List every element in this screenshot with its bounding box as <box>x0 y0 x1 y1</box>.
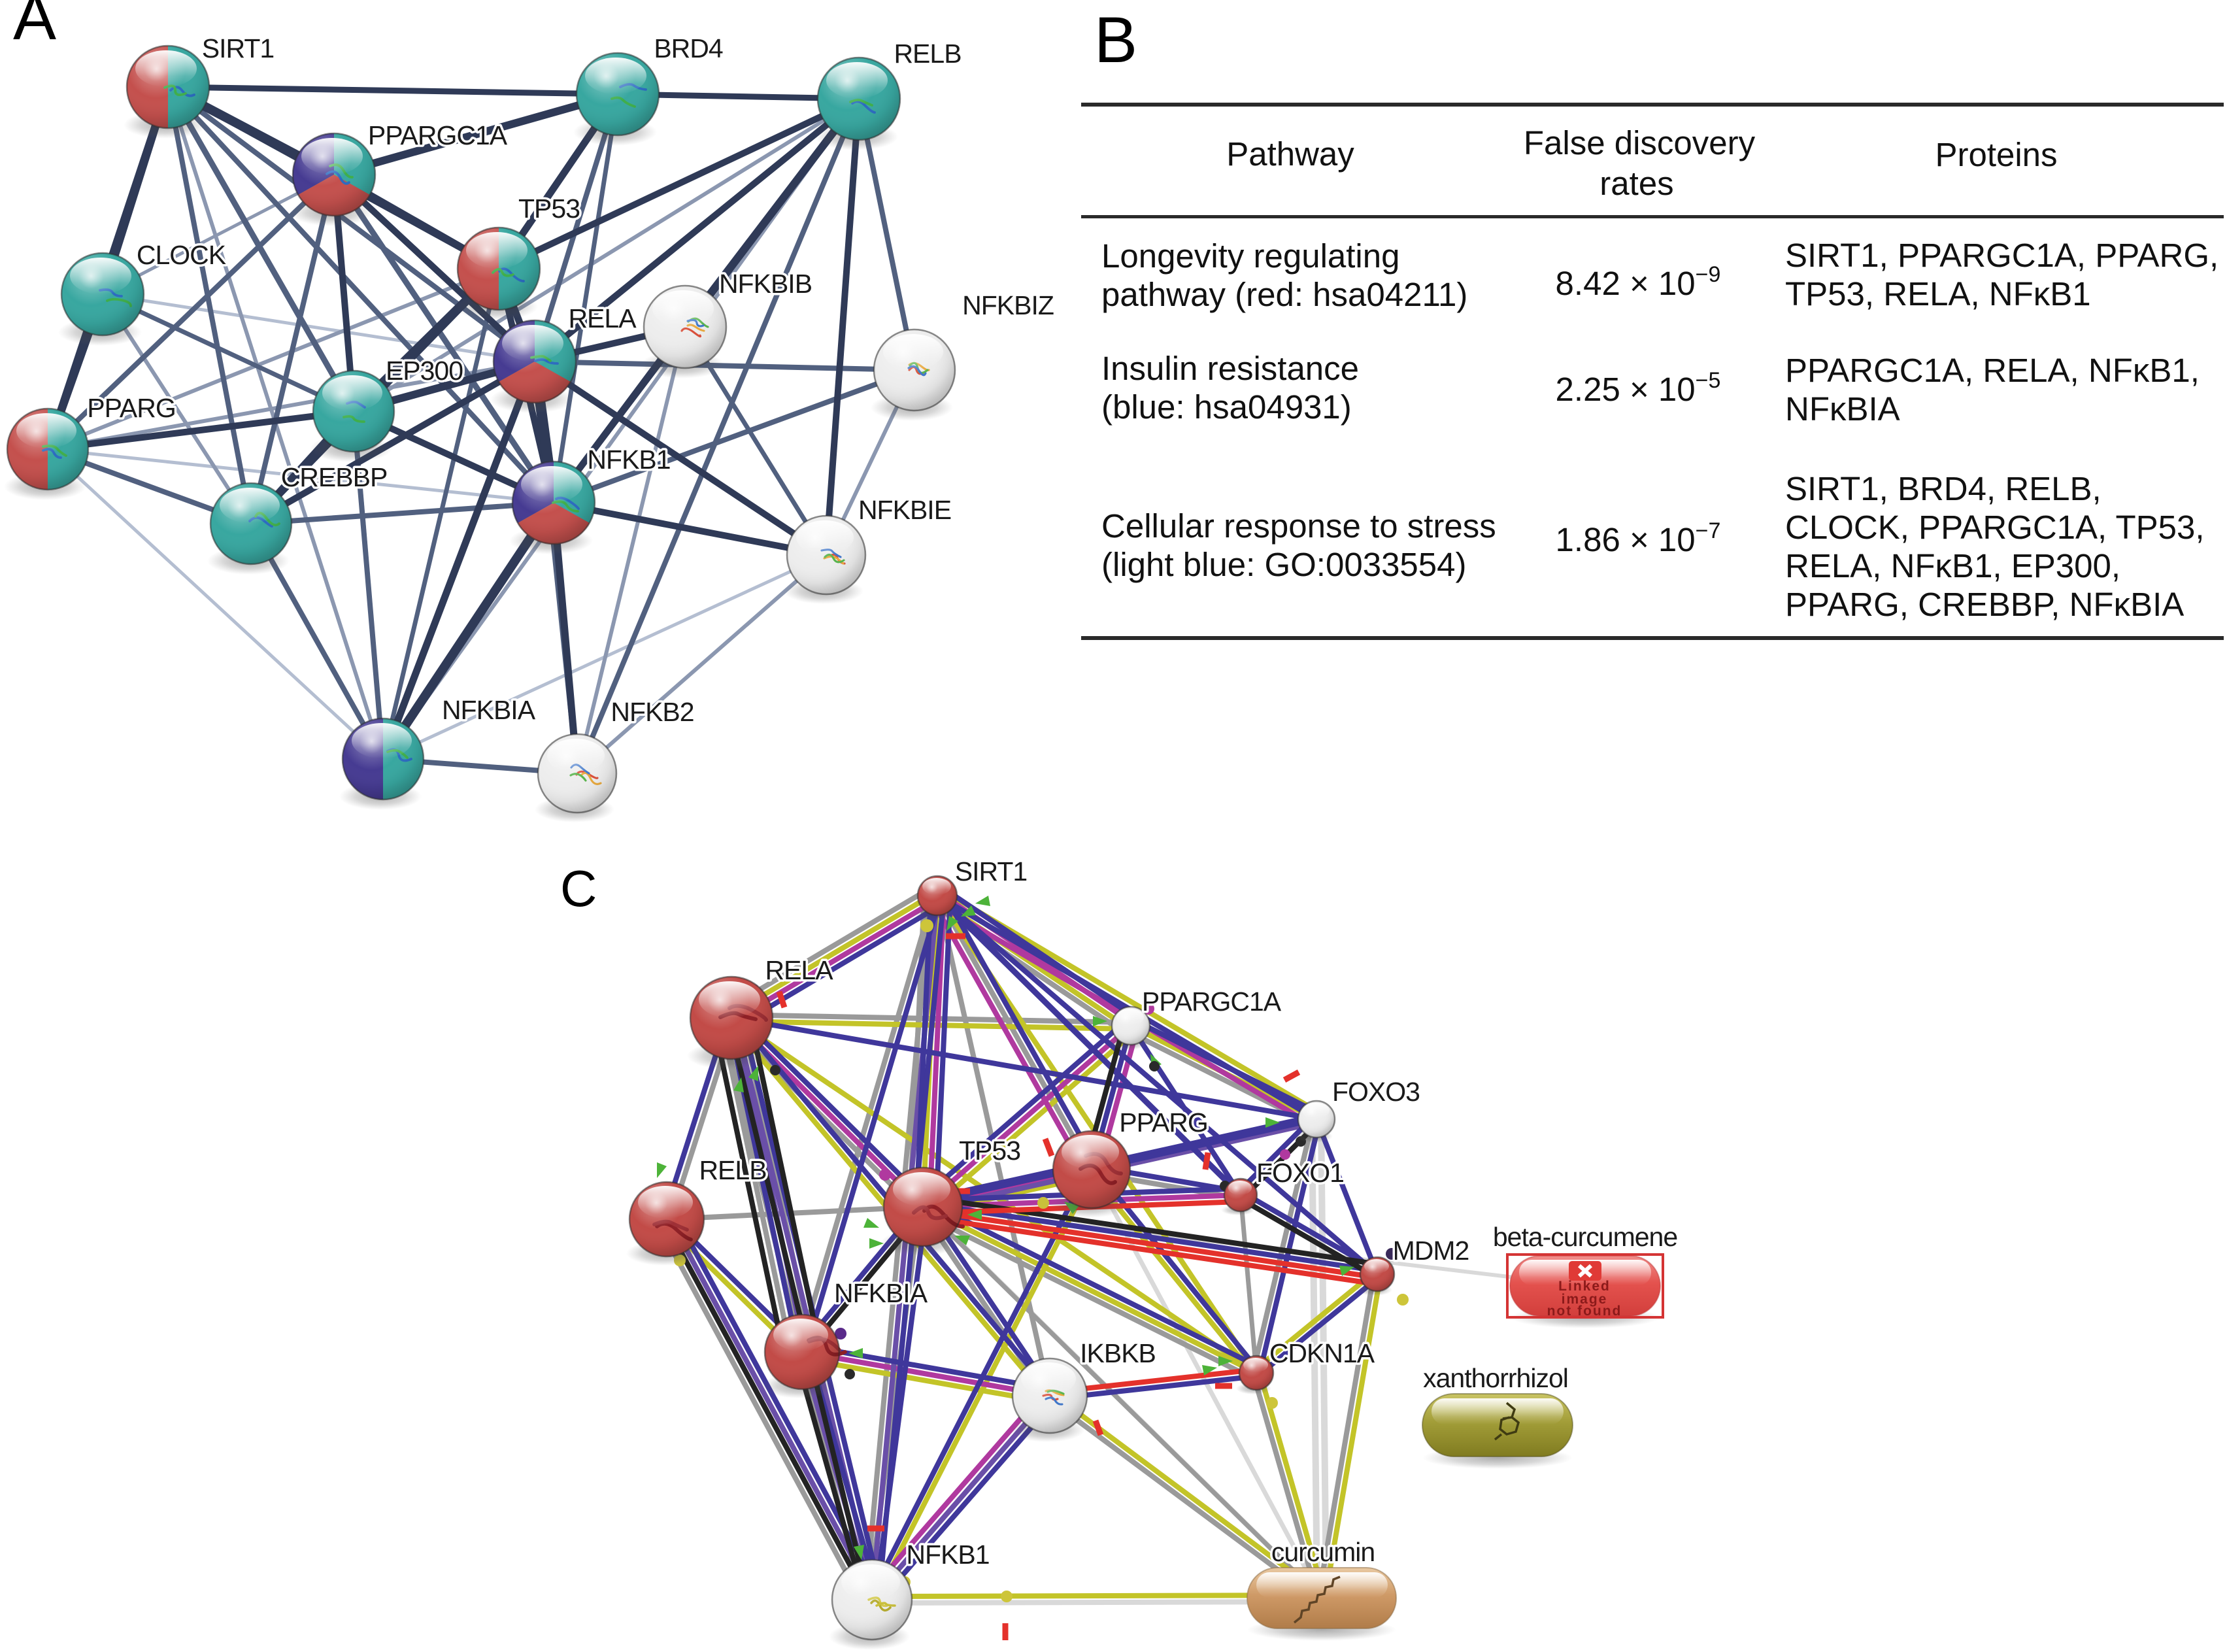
svg-text:BRD4: BRD4 <box>654 33 723 63</box>
svg-text:SIRT1: SIRT1 <box>955 856 1027 886</box>
svg-text:NFKB2: NFKB2 <box>611 697 694 727</box>
svg-text:RELB: RELB <box>699 1155 766 1185</box>
svg-text:SIRT1, BRD4, RELB,: SIRT1, BRD4, RELB, <box>1785 470 2101 507</box>
svg-text:NFκBIA: NFκBIA <box>1785 390 1900 428</box>
svg-text:A: A <box>13 0 56 53</box>
svg-text:RELA: RELA <box>568 303 637 333</box>
svg-text:PPARG: PPARG <box>1119 1107 1208 1138</box>
svg-text:2.25 × 10−5: 2.25 × 10−5 <box>1556 368 1721 408</box>
svg-text:NFKB1: NFKB1 <box>906 1540 989 1570</box>
svg-text:Cellular response to stress: Cellular response to stress <box>1101 507 1496 545</box>
svg-text:TP53, RELA, NFκB1: TP53, RELA, NFκB1 <box>1785 275 2091 312</box>
svg-text:(light blue: GO:0033554): (light blue: GO:0033554) <box>1101 546 1467 583</box>
svg-text:IKBKB: IKBKB <box>1080 1338 1156 1368</box>
svg-text:(blue: hsa04931): (blue: hsa04931) <box>1101 388 1352 426</box>
svg-text:image: image <box>1562 1292 1608 1307</box>
svg-text:PPARGC1A: PPARGC1A <box>368 120 508 150</box>
svg-text:CLOCK, PPARGC1A, TP53,: CLOCK, PPARGC1A, TP53, <box>1785 509 2205 546</box>
svg-text:Linked: Linked <box>1558 1279 1611 1294</box>
svg-text:8.42 × 10−9: 8.42 × 10−9 <box>1556 262 1721 302</box>
svg-text:not found: not found <box>1547 1304 1622 1319</box>
svg-text:beta-curcumene: beta-curcumene <box>1493 1222 1677 1252</box>
svg-text:curcumin: curcumin <box>1271 1537 1375 1567</box>
svg-text:B: B <box>1094 3 1137 76</box>
svg-text:SIRT1: SIRT1 <box>202 33 274 63</box>
svg-text:RELB: RELB <box>894 39 961 69</box>
svg-text:rates: rates <box>1599 165 1673 202</box>
svg-text:pathway (red: hsa04211): pathway (red: hsa04211) <box>1101 276 1467 313</box>
svg-text:Longevity regulating: Longevity regulating <box>1101 237 1400 275</box>
svg-text:MDM2: MDM2 <box>1393 1236 1469 1266</box>
svg-text:NFKBIE: NFKBIE <box>858 495 951 525</box>
svg-text:FOXO1: FOXO1 <box>1256 1158 1344 1188</box>
svg-text:PPARG: PPARG <box>87 393 176 423</box>
svg-text:False discovery: False discovery <box>1524 124 1756 161</box>
svg-text:RELA, NFκB1, EP300,: RELA, NFκB1, EP300, <box>1785 547 2120 584</box>
svg-text:NFKBIZ: NFKBIZ <box>962 290 1054 320</box>
svg-text:PPARG, CREBBP, NFκBIA: PPARG, CREBBP, NFκBIA <box>1785 586 2184 623</box>
svg-text:Pathway: Pathway <box>1226 135 1354 173</box>
svg-text:TP53: TP53 <box>959 1136 1020 1166</box>
svg-text:FOXO3: FOXO3 <box>1332 1077 1420 1107</box>
svg-text:NFKBIB: NFKBIB <box>719 269 812 299</box>
svg-text:CREBBP: CREBBP <box>281 462 388 492</box>
svg-text:CLOCK: CLOCK <box>137 240 226 270</box>
svg-text:C: C <box>560 860 597 917</box>
svg-text:xanthorrhizol: xanthorrhizol <box>1423 1363 1568 1393</box>
svg-text:TP53: TP53 <box>518 194 580 224</box>
svg-text:NFKBIA: NFKBIA <box>834 1278 928 1308</box>
svg-text:NFKBIA: NFKBIA <box>442 695 536 725</box>
svg-text:SIRT1, PPARGC1A, PPARG,: SIRT1, PPARGC1A, PPARG, <box>1785 237 2219 274</box>
svg-text:RELA: RELA <box>765 955 833 985</box>
svg-text:EP300: EP300 <box>386 356 463 386</box>
svg-text:1.86 × 10−7: 1.86 × 10−7 <box>1556 518 1721 558</box>
svg-text:Insulin resistance: Insulin resistance <box>1101 350 1359 387</box>
svg-text:NFKB1: NFKB1 <box>587 445 670 475</box>
svg-text:Proteins: Proteins <box>1935 136 2057 173</box>
svg-text:CDKN1A: CDKN1A <box>1269 1338 1375 1368</box>
svg-text:PPARGC1A: PPARGC1A <box>1142 986 1282 1017</box>
svg-text:PPARGC1A, RELA, NFκB1,: PPARGC1A, RELA, NFκB1, <box>1785 352 2200 389</box>
